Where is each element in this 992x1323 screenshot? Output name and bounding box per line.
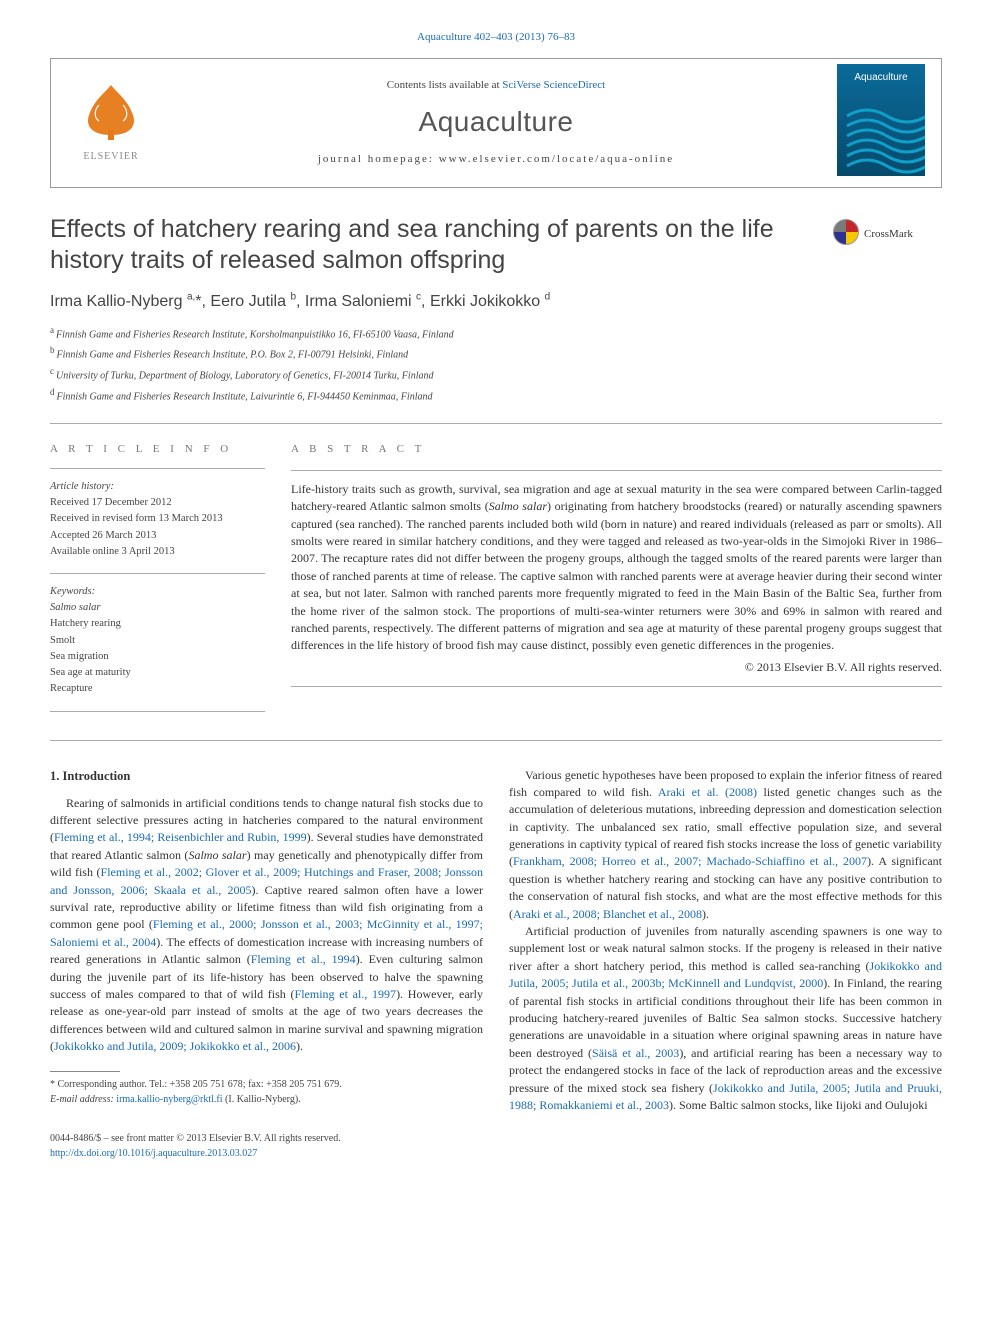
affil-text: Finnish Game and Fisheries Research Inst… — [57, 391, 433, 402]
email-who: (I. Kallio-Nyberg). — [223, 1094, 301, 1105]
page-root: Aquaculture 402–403 (2013) 76–83 ELSEVIE… — [0, 0, 992, 1201]
history-line: Available online 3 April 2013 — [50, 544, 265, 559]
citation-link[interactable]: Aquaculture 402–403 (2013) 76–83 — [417, 31, 575, 43]
contents-lists-line: Contents lists available at SciVerse Sci… — [387, 78, 605, 94]
crossmark-badge[interactable]: CrossMark — [832, 218, 942, 252]
rule-abs-bottom — [291, 686, 942, 687]
rule-abs-top — [291, 470, 942, 471]
affil-text: University of Turku, Department of Biolo… — [56, 371, 433, 382]
article-title: Effects of hatchery rearing and sea ranc… — [50, 214, 822, 277]
journal-header: ELSEVIER Contents lists available at Sci… — [50, 58, 942, 188]
rule-mid — [50, 740, 942, 741]
body-col-right: Various genetic hypotheses have been pro… — [509, 767, 942, 1115]
history-line: Received in revised form 13 March 2013 — [50, 511, 265, 526]
affil-sup: c — [50, 366, 54, 376]
keyword: Sea age at maturity — [50, 665, 265, 680]
homepage-url: www.elsevier.com/locate/aqua-online — [439, 153, 674, 165]
body-paragraph: Artificial production of juveniles from … — [509, 923, 942, 1114]
body-paragraph: Rearing of salmonids in artificial condi… — [50, 795, 483, 1056]
abstract-col: A B S T R A C T Life-history traits such… — [291, 442, 942, 722]
keyword: Recapture — [50, 681, 265, 696]
rule-info-3 — [50, 711, 265, 712]
email-link[interactable]: irma.kallio-nyberg@rktl.fi — [116, 1094, 222, 1105]
crossmark-label: CrossMark — [864, 227, 913, 243]
article-info-heading: A R T I C L E I N F O — [50, 442, 265, 458]
keyword: Sea migration — [50, 649, 265, 664]
header-center: Contents lists available at SciVerse Sci… — [171, 59, 821, 187]
keywords-label: Keywords: — [50, 584, 265, 599]
affiliation-d: dFinnish Game and Fisheries Research Ins… — [50, 386, 942, 405]
svg-text:ELSEVIER: ELSEVIER — [83, 151, 138, 162]
body-paragraph: Various genetic hypotheses have been pro… — [509, 767, 942, 924]
doi-link[interactable]: http://dx.doi.org/10.1016/j.aquaculture.… — [50, 1148, 257, 1159]
svg-text:Aquaculture: Aquaculture — [854, 72, 908, 83]
keyword: Hatchery rearing — [50, 616, 265, 631]
affiliations: aFinnish Game and Fisheries Research Ins… — [50, 324, 942, 405]
title-row: Effects of hatchery rearing and sea ranc… — [50, 214, 942, 277]
copyright-line: © 2013 Elsevier B.V. All rights reserved… — [291, 659, 942, 676]
article-info-col: A R T I C L E I N F O Article history: R… — [50, 442, 265, 722]
abstract-heading: A B S T R A C T — [291, 442, 942, 458]
history-line: Received 17 December 2012 — [50, 495, 265, 510]
authors-line: Irma Kallio-Nyberg a,*, Eero Jutila b, I… — [50, 290, 942, 313]
affil-sup: b — [50, 345, 55, 355]
elsevier-logo-icon: ELSEVIER — [71, 75, 151, 171]
keyword: Smolt — [50, 633, 265, 648]
bottom-line: 0044-8486/$ – see front matter © 2013 El… — [50, 1132, 942, 1161]
journal-citation: Aquaculture 402–403 (2013) 76–83 — [50, 30, 942, 46]
history-label: Article history: — [50, 479, 265, 494]
journal-cover-icon: Aquaculture — [837, 64, 925, 182]
front-matter-line: 0044-8486/$ – see front matter © 2013 El… — [50, 1132, 341, 1147]
journal-homepage-line: journal homepage: www.elsevier.com/locat… — [318, 152, 674, 168]
keyword: Salmo salar — [50, 600, 265, 615]
affil-sup: a — [50, 325, 54, 335]
footnote-rule — [50, 1071, 120, 1072]
affil-text: Finnish Game and Fisheries Research Inst… — [57, 350, 409, 361]
journal-title: Aquaculture — [419, 102, 574, 143]
affiliation-b: bFinnish Game and Fisheries Research Ins… — [50, 344, 942, 363]
abstract-text: Life-history traits such as growth, surv… — [291, 481, 942, 655]
affil-text: Finnish Game and Fisheries Research Inst… — [56, 329, 454, 340]
rule-info-2 — [50, 573, 265, 574]
bottom-left: 0044-8486/$ – see front matter © 2013 El… — [50, 1132, 341, 1161]
affil-sup: d — [50, 387, 55, 397]
affiliation-c: cUniversity of Turku, Department of Biol… — [50, 365, 942, 384]
rule-top — [50, 423, 942, 424]
rule-info-1 — [50, 468, 265, 469]
crossmark-icon — [832, 218, 860, 252]
cover-thumb-cell: Aquaculture — [821, 59, 941, 187]
email-footnote: E-mail address: irma.kallio-nyberg@rktl.… — [50, 1093, 483, 1108]
body-columns: 1. Introduction Rearing of salmonids in … — [50, 767, 942, 1115]
intro-heading: 1. Introduction — [50, 767, 483, 785]
info-abstract-row: A R T I C L E I N F O Article history: R… — [50, 442, 942, 722]
homepage-label: journal homepage: — [318, 153, 439, 165]
sciencedirect-link[interactable]: SciVerse ScienceDirect — [502, 79, 605, 91]
email-label: E-mail address: — [50, 1094, 116, 1105]
contents-prefix: Contents lists available at — [387, 79, 502, 91]
publisher-logo-cell: ELSEVIER — [51, 59, 171, 187]
history-line: Accepted 26 March 2013 — [50, 528, 265, 543]
body-col-left: 1. Introduction Rearing of salmonids in … — [50, 767, 483, 1115]
affiliation-a: aFinnish Game and Fisheries Research Ins… — [50, 324, 942, 343]
corresponding-footnote: * Corresponding author. Tel.: +358 205 7… — [50, 1078, 483, 1093]
